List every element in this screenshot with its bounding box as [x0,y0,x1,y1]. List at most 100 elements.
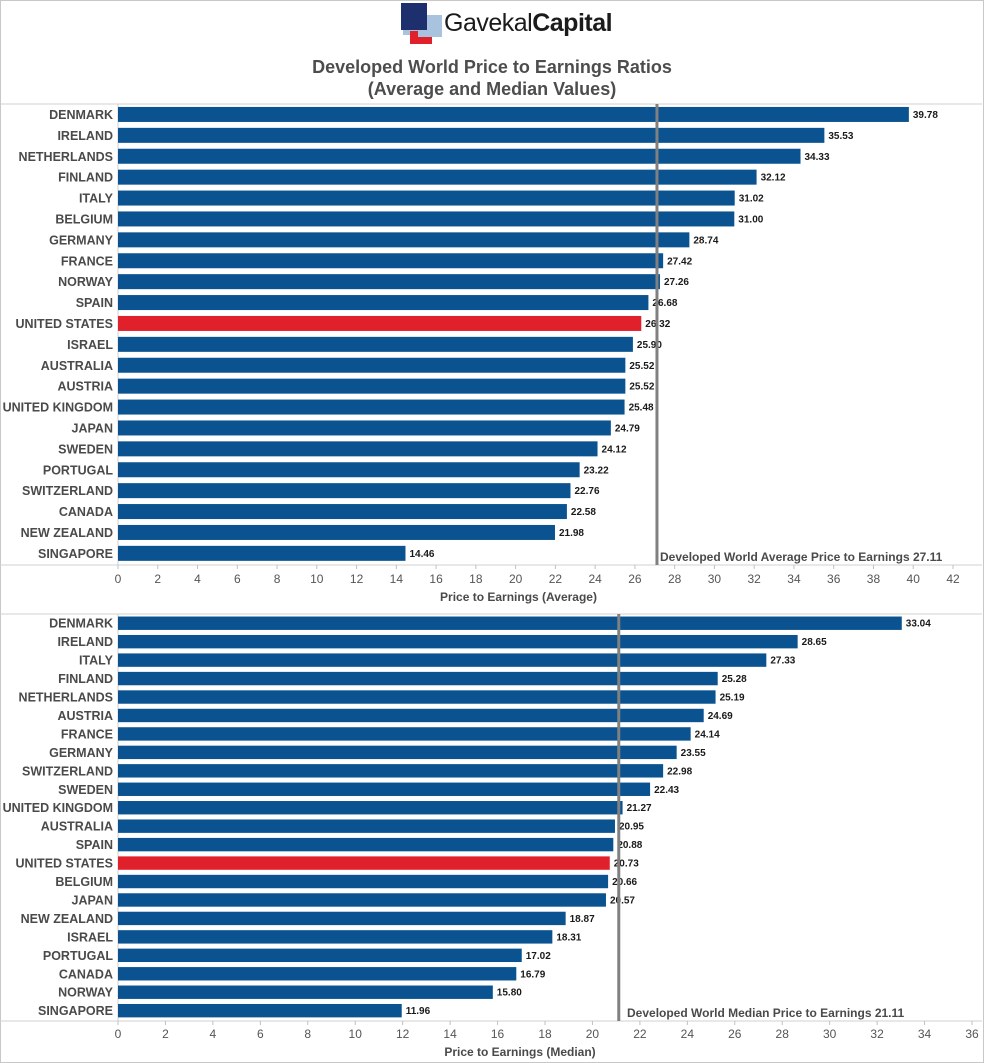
median-x-tick-label: 2 [162,1027,169,1041]
avg-category-label: UNITED STATES [16,317,113,331]
median-bar [118,930,553,944]
avg-x-tick-label: 16 [429,572,443,586]
title-line-2: (Average and Median Values) [367,79,617,99]
avg-x-tick-label: 4 [194,572,201,586]
median-category-label: SWITZERLAND [22,764,113,778]
median-x-tick-label: 24 [681,1027,695,1041]
logo-text-1: Gavekal [444,9,533,37]
median-bar [118,985,493,999]
avg-value-label: 21.98 [559,528,584,539]
avg-bar [118,336,633,352]
avg-category-label: SPAIN [76,296,113,310]
median-bar [118,727,691,741]
avg-category-label: NORWAY [58,275,114,289]
avg-bar [118,232,690,248]
avg-bar [118,545,406,561]
avg-value-label: 22.76 [574,486,599,497]
median-value-label: 27.33 [770,656,795,667]
median-x-tick-label: 8 [304,1027,311,1041]
avg-bar [118,106,909,122]
avg-x-tick-label: 18 [469,572,483,586]
median-value-label: 15.80 [497,988,522,999]
median-category-label: NETHERLANDS [19,691,113,705]
median-category-label: AUSTRALIA [41,820,113,834]
avg-bar [118,190,735,206]
median-category-label: JAPAN [72,893,113,907]
median-value-label: 21.27 [627,803,652,814]
avg-category-label: GERMANY [49,233,114,247]
median-category-label: UNITED STATES [16,857,113,871]
title-line-1: Developed World Price to Earnings Ratios [312,57,672,77]
avg-category-label: AUSTRALIA [41,359,113,373]
median-value-label: 18.31 [556,932,581,943]
median-bar [118,967,517,981]
avg-value-label: 27.42 [667,256,692,267]
median-value-label: 17.02 [526,951,551,962]
median-x-tick-label: 28 [776,1027,790,1041]
avg-x-tick-label: 28 [668,572,682,586]
avg-category-label: NETHERLANDS [19,150,113,164]
avg-bar [118,357,626,373]
avg-bar [118,399,625,415]
median-x-tick-label: 20 [586,1027,600,1041]
median-value-label: 24.14 [695,729,720,740]
median-bar [118,1003,402,1018]
avg-x-axis-title: Price to Earnings (Average) [440,590,597,604]
median-x-tick-label: 10 [349,1027,363,1041]
median-value-label: 20.57 [610,895,635,906]
avg-value-label: 31.00 [738,214,763,225]
median-value-label: 20.88 [617,840,642,851]
avg-category-label: AUSTRIA [57,380,113,394]
avg-category-label: DENMARK [49,108,113,122]
median-x-tick-label: 34 [918,1027,932,1041]
avg-category-label: ITALY [79,192,114,206]
median-category-label: BELGIUM [55,875,113,889]
median-value-label: 28.65 [802,637,827,648]
avg-bar [118,315,642,331]
median-value-label: 23.55 [681,748,706,759]
median-bar [118,708,704,723]
avg-category-label: IRELAND [57,129,113,143]
avg-category-label: SWITZERLAND [22,484,113,498]
avg-bar [118,441,598,457]
median-bar [118,782,651,796]
median-bar [118,801,623,815]
median-x-tick-label: 6 [257,1027,264,1041]
avg-x-tick-label: 38 [867,572,881,586]
avg-x-tick-label: 2 [154,572,161,586]
avg-x-tick-label: 32 [748,572,762,586]
median-value-label: 24.69 [708,711,733,722]
median-bar [118,690,716,704]
median-category-label: ISRAEL [67,930,113,944]
median-x-axis-title: Price to Earnings (Median) [444,1045,595,1059]
avg-x-tick-label: 36 [827,572,841,586]
median-value-label: 20.66 [612,877,637,888]
median-x-tick-label: 36 [965,1027,979,1041]
avg-bar [118,462,580,478]
avg-value-label: 26.68 [652,298,677,309]
median-value-label: 18.87 [570,914,595,925]
median-value-label: 25.19 [720,693,745,704]
avg-category-label: ISRAEL [67,338,113,352]
avg-bar [118,253,664,269]
median-bar [118,856,610,870]
avg-x-tick-label: 12 [350,572,364,586]
median-bar [118,616,902,630]
median-bar [118,634,798,649]
median-bar [118,893,606,907]
median-category-label: SWEDEN [58,783,113,797]
avg-value-label: 31.02 [739,194,764,205]
avg-value-label: 25.52 [629,382,654,393]
median-category-label: ITALY [79,654,114,668]
median-category-label: CANADA [59,967,113,981]
avg-category-label: FINLAND [58,171,113,185]
avg-x-tick-label: 34 [787,572,801,586]
avg-value-label: 25.52 [629,361,654,372]
median-x-tick-label: 14 [443,1027,457,1041]
median-value-label: 20.95 [619,822,644,833]
avg-x-tick-label: 26 [628,572,642,586]
median-value-label: 25.28 [722,674,747,685]
median-bar [118,819,615,833]
avg-value-label: 25.48 [629,403,654,414]
avg-value-label: 32.12 [761,173,786,184]
